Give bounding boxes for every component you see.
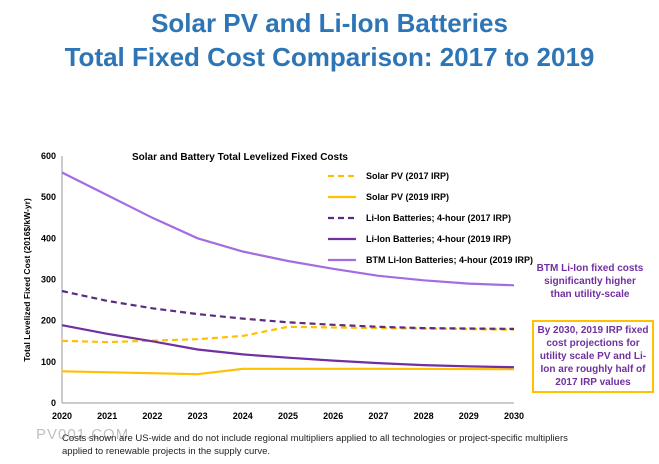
y-tick-label: 200 bbox=[41, 316, 56, 326]
x-tick-label: 2028 bbox=[414, 411, 434, 421]
chart-title: Solar and Battery Total Levelized Fixed … bbox=[132, 152, 348, 163]
btm-cost-note: BTM Li-Ion fixed costs significantly hig… bbox=[536, 263, 644, 300]
x-tick-label: 2020 bbox=[52, 411, 72, 421]
y-axis-label: Total Levelized Fixed Cost (2016$/kW-yr) bbox=[22, 198, 32, 362]
series-line-4 bbox=[61, 324, 515, 369]
legend-label-2: Solar PV (2019 IRP) bbox=[366, 192, 449, 202]
x-tick-label: 2029 bbox=[459, 411, 479, 421]
y-tick-label: 400 bbox=[41, 233, 56, 243]
series-line-3 bbox=[61, 289, 515, 330]
irp-comparison-callout: By 2030, 2019 IRP fixed cost projections… bbox=[532, 320, 654, 393]
footnote: Costs shown are US-wide and do not inclu… bbox=[62, 433, 568, 457]
watermark: PV001.COM bbox=[36, 426, 130, 443]
x-tick-label: 2021 bbox=[97, 411, 117, 421]
x-tick-label: 2022 bbox=[142, 411, 162, 421]
x-tick-label: 2027 bbox=[368, 411, 388, 421]
y-tick-label: 300 bbox=[41, 275, 56, 285]
y-tick-label: 500 bbox=[41, 192, 56, 202]
y-tick-label: 100 bbox=[41, 357, 56, 367]
slide-title-line-2: Total Fixed Cost Comparison: 2017 to 201… bbox=[64, 42, 595, 72]
x-tick-label: 2024 bbox=[233, 411, 253, 421]
series-line-5 bbox=[61, 171, 515, 287]
slide-title-line-1: Solar PV and Li-Ion Batteries bbox=[151, 8, 508, 38]
y-tick-label: 0 bbox=[51, 398, 56, 408]
legend-label-1: Solar PV (2017 IRP) bbox=[366, 171, 449, 181]
legend-label-5: BTM Li-Ion Batteries; 4-hour (2019 IRP) bbox=[366, 255, 533, 265]
x-tick-label: 2030 bbox=[504, 411, 524, 421]
series-line-2 bbox=[61, 367, 515, 376]
x-tick-label: 2023 bbox=[188, 411, 208, 421]
legend-label-4: Li-Ion Batteries; 4-hour (2019 IRP) bbox=[366, 234, 511, 244]
x-tick-label: 2025 bbox=[278, 411, 298, 421]
x-tick-label: 2026 bbox=[323, 411, 343, 421]
series-line-1 bbox=[61, 325, 515, 344]
y-tick-label: 600 bbox=[41, 151, 56, 161]
legend-label-3: Li-Ion Batteries; 4-hour (2017 IRP) bbox=[366, 213, 511, 223]
